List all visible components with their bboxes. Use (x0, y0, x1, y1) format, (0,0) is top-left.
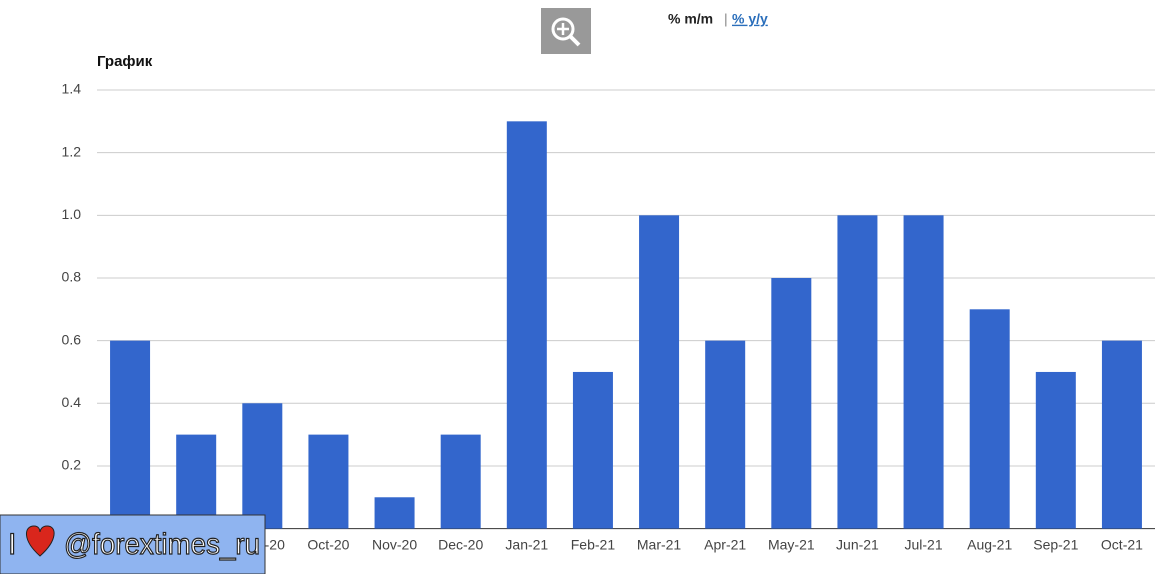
bar (969, 309, 1010, 529)
bar (639, 215, 680, 529)
bar (837, 215, 878, 529)
zoom-icon-handle (568, 34, 581, 47)
x-tick-label: May-21 (768, 537, 815, 553)
plot: 0.20.40.60.81.01.21.4Jul-20Aug-20Sep-20O… (62, 81, 1155, 553)
zoom-icon (551, 17, 575, 41)
toggle-separator: | (724, 11, 728, 27)
x-tick-label: Jun-21 (836, 537, 879, 553)
bar (176, 434, 217, 529)
watermark: I @forextimes_ru (0, 514, 266, 574)
bar (1035, 371, 1076, 529)
bar (242, 403, 283, 529)
x-tick-label: Sep-21 (1033, 537, 1078, 553)
y-tick-label: 0.2 (62, 457, 82, 473)
x-tick-label: Jul-21 (904, 537, 942, 553)
y-tick-label: 1.0 (62, 206, 82, 222)
chart-title: График (97, 53, 153, 70)
bar (440, 434, 481, 529)
zoom-button[interactable] (541, 8, 591, 54)
toggle-yy[interactable]: % y/y (732, 11, 768, 27)
bar (705, 340, 746, 529)
x-tick-label: Oct-20 (307, 537, 349, 553)
watermark-handle: @forextimes_ru (64, 528, 260, 561)
y-tick-label: 0.6 (62, 331, 82, 347)
bar (308, 434, 349, 529)
y-tick-label: 1.2 (62, 143, 82, 159)
watermark-heart (26, 525, 55, 557)
y-tick-label: 0.4 (62, 394, 82, 410)
bar (506, 121, 547, 529)
toggle-mm[interactable]: % m/m (668, 11, 713, 27)
bar (903, 215, 944, 529)
x-tick-label: Aug-21 (967, 537, 1012, 553)
x-tick-label: Feb-21 (571, 537, 616, 553)
bar (110, 340, 151, 529)
bar (771, 277, 812, 529)
x-tick-label: Nov-20 (372, 537, 417, 553)
watermark-prefix: I (8, 528, 16, 561)
y-tick-label: 1.4 (62, 81, 82, 97)
y-tick-label: 0.8 (62, 269, 82, 285)
bar (572, 371, 613, 529)
bar (1101, 340, 1142, 529)
x-tick-label: Mar-21 (637, 537, 682, 553)
x-tick-label: Jan-21 (505, 537, 548, 553)
x-tick-label: Dec-20 (438, 537, 483, 553)
bar (374, 497, 415, 529)
x-tick-label: Apr-21 (704, 537, 746, 553)
x-tick-label: Oct-21 (1101, 537, 1143, 553)
